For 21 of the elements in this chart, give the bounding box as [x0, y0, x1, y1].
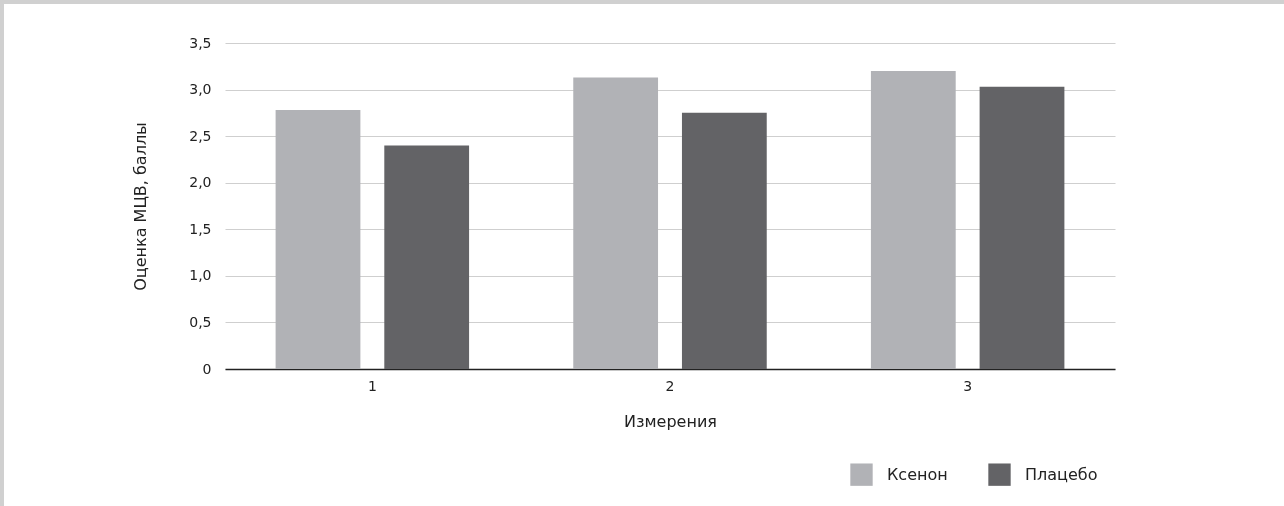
y-tick-label: 2,0 [189, 174, 212, 191]
x-axis-title: Измерения [624, 411, 717, 431]
x-tick-label: 2 [665, 377, 675, 394]
legend-label: Плацебо [1025, 464, 1098, 484]
bar [573, 77, 659, 369]
y-tick-label: 3,0 [189, 81, 212, 98]
y-tick-label: 1,0 [189, 267, 212, 284]
bar [979, 86, 1065, 369]
legend-label: Ксенон [887, 464, 948, 484]
y-tick-label: 3,5 [189, 34, 212, 51]
bar [275, 110, 361, 369]
x-tick-label: 3 [963, 377, 973, 394]
y-tick-label: 1,5 [189, 220, 212, 237]
y-tick-label: 0,5 [189, 313, 212, 330]
bar [870, 70, 956, 369]
y-tick-label: 0 [202, 360, 212, 377]
bar [384, 145, 470, 369]
bar [681, 112, 767, 369]
y-tick-label: 2,5 [189, 127, 212, 144]
x-tick-label: 1 [367, 377, 377, 394]
y-axis-title: Оценка МЦВ, баллы [131, 122, 151, 291]
